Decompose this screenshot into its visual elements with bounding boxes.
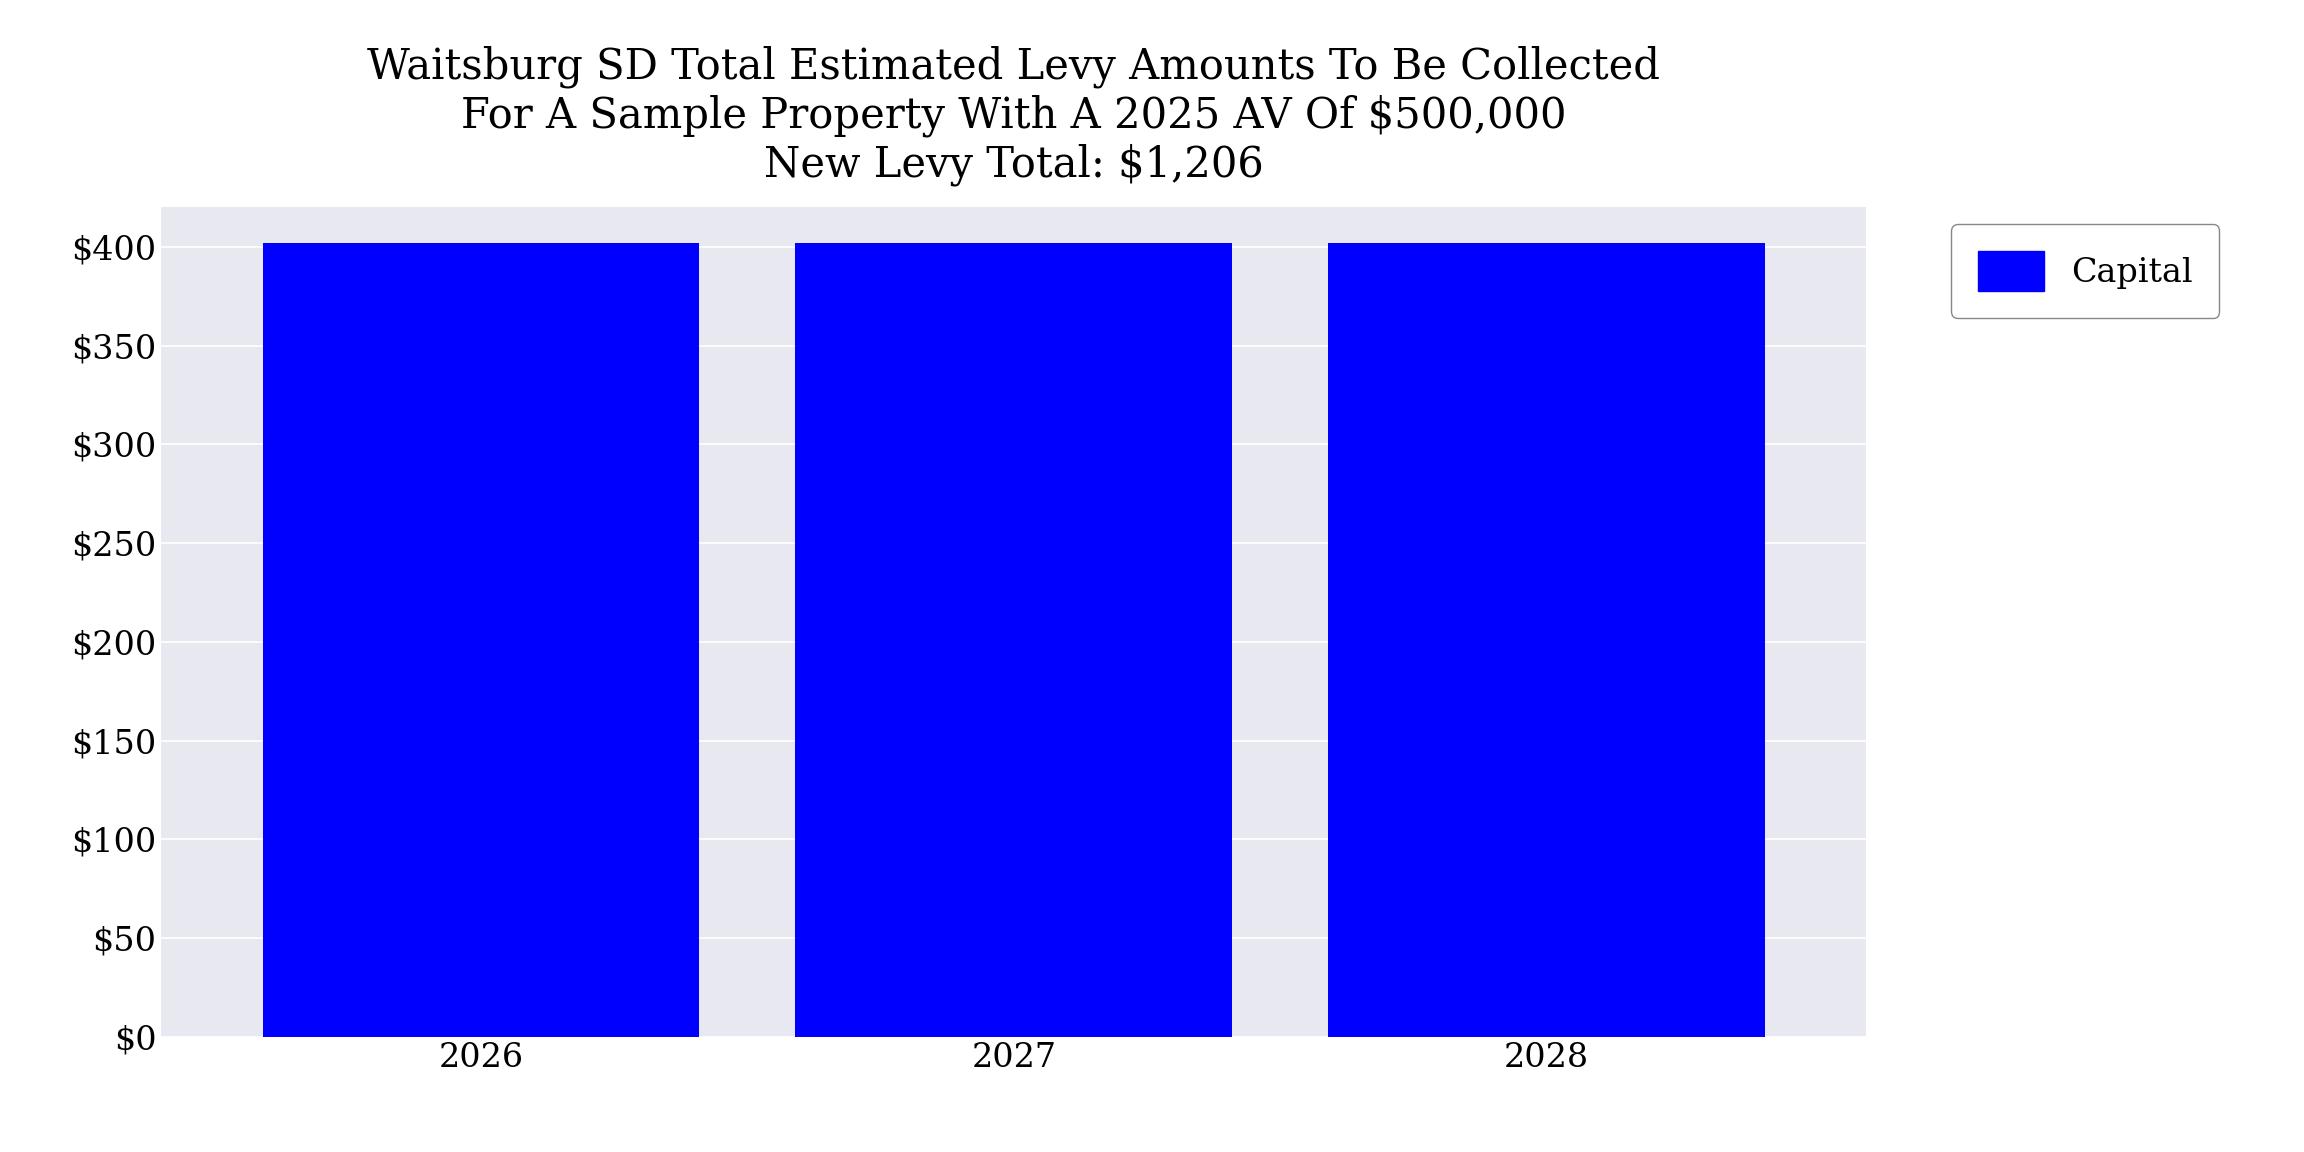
Title: Waitsburg SD Total Estimated Levy Amounts To Be Collected
For A Sample Property : Waitsburg SD Total Estimated Levy Amount… [366, 46, 1661, 187]
Bar [263, 243, 700, 1037]
Bar [1327, 243, 1765, 1037]
Legend: Capital: Capital [1951, 223, 2219, 318]
Bar [795, 243, 1233, 1037]
